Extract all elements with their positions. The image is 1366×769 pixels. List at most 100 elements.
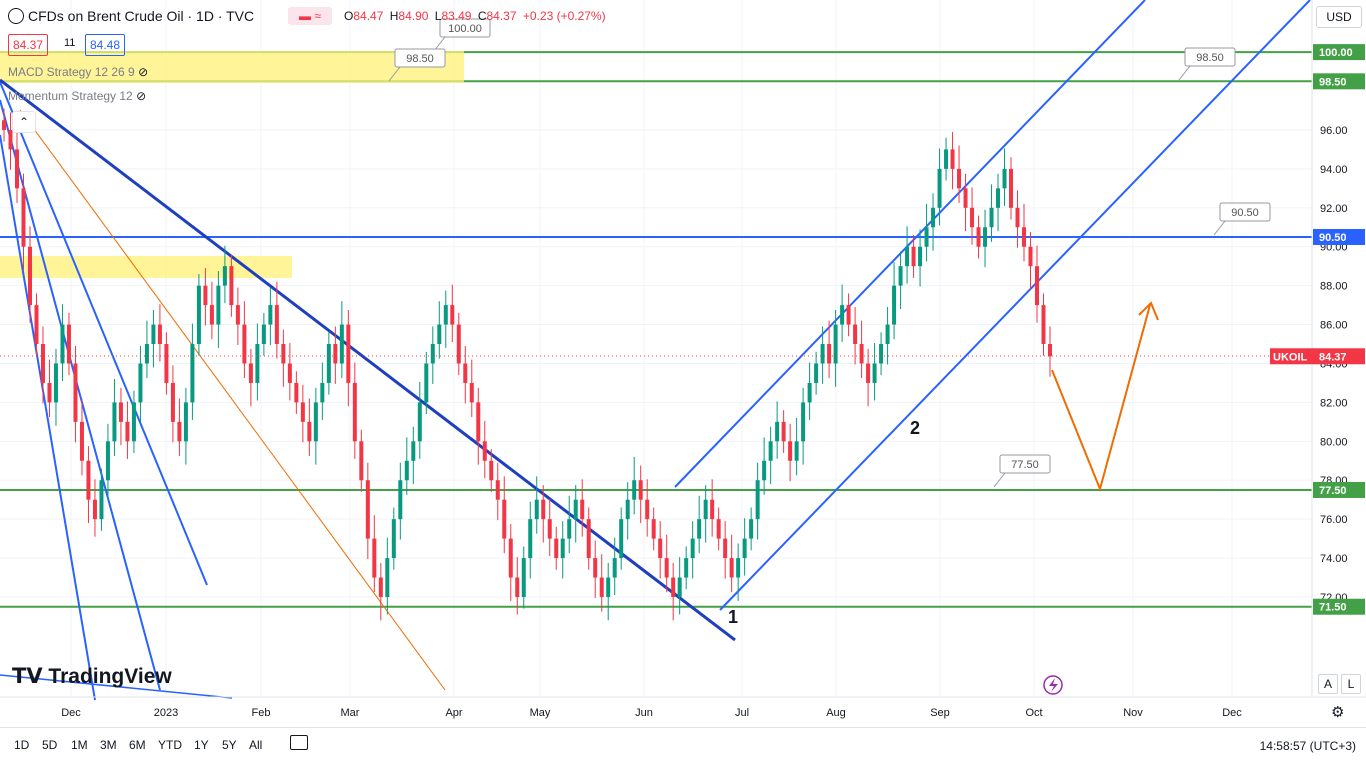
indicator-momentum[interactable]: Momentum Strategy 12 ⊘ bbox=[8, 89, 147, 103]
range-3m[interactable]: 3M bbox=[100, 738, 117, 752]
candle-body bbox=[27, 246, 32, 306]
candle-body bbox=[755, 480, 760, 520]
bottom-fan-line bbox=[0, 674, 233, 699]
candle-body bbox=[534, 499, 539, 520]
auto-scale-button[interactable]: A bbox=[1318, 674, 1338, 694]
candle-body bbox=[391, 519, 396, 559]
level-tag bbox=[1313, 44, 1365, 61]
candle-body bbox=[248, 363, 253, 383]
candle-body bbox=[21, 188, 26, 247]
level-tag-label: 100.00 bbox=[1319, 47, 1353, 59]
candle-body bbox=[528, 519, 533, 559]
collapse-chevron-icon[interactable]: ⌃ bbox=[12, 111, 36, 133]
buy-price-button[interactable]: 84.48 bbox=[85, 34, 126, 56]
symbol-logo-icon bbox=[8, 8, 24, 24]
range-ytd[interactable]: YTD bbox=[158, 738, 182, 752]
wave-label-2: 2 bbox=[910, 418, 920, 438]
x-tick-label: Jul bbox=[735, 707, 749, 719]
candle-body bbox=[827, 344, 832, 364]
candle-body bbox=[859, 344, 864, 364]
candle-body bbox=[333, 344, 338, 364]
price-callout-box bbox=[1184, 47, 1236, 67]
range-1m[interactable]: 1M bbox=[71, 738, 88, 752]
price-callout-label: 77.50 bbox=[1011, 459, 1039, 471]
candle-body bbox=[216, 285, 221, 325]
candle-body bbox=[989, 207, 994, 228]
candle-body bbox=[586, 519, 591, 559]
candle-body bbox=[872, 363, 877, 383]
candle-body bbox=[983, 227, 988, 247]
lightning-icon bbox=[1043, 675, 1063, 695]
compare-icon[interactable]: ▬ ≈ bbox=[288, 7, 332, 25]
candle-body bbox=[963, 188, 968, 208]
candle-body bbox=[274, 305, 279, 345]
candle-body bbox=[99, 480, 104, 520]
ohlc-values: O84.47 H84.90 L83.49 C84.37 +0.23 (+0.27… bbox=[344, 9, 606, 23]
candle-body bbox=[833, 324, 838, 364]
candle-body bbox=[703, 499, 708, 520]
desc-line-2 bbox=[0, 81, 208, 586]
x-tick-label: Mar bbox=[341, 707, 360, 719]
candle-body bbox=[209, 305, 214, 325]
level-tag-label: 98.50 bbox=[1319, 76, 1347, 88]
candle-body bbox=[359, 441, 364, 481]
candle-body bbox=[268, 305, 273, 325]
forecast-arrow bbox=[1051, 304, 1151, 493]
candle-body bbox=[905, 246, 910, 267]
candle-body bbox=[684, 558, 689, 578]
eye-hidden-icon: ⊘ bbox=[138, 65, 149, 79]
candle-body bbox=[255, 344, 260, 383]
log-scale-button[interactable]: L bbox=[1341, 674, 1361, 694]
candle-body bbox=[482, 441, 487, 461]
candle-body bbox=[762, 460, 767, 481]
candle-body bbox=[508, 538, 513, 578]
candle-body bbox=[677, 577, 682, 597]
candle-body bbox=[710, 499, 715, 520]
candle-body bbox=[950, 149, 955, 169]
candle-body bbox=[14, 149, 19, 189]
range-1y[interactable]: 1Y bbox=[194, 738, 209, 752]
x-tick-label: Sep bbox=[930, 707, 950, 719]
candle-body bbox=[8, 129, 13, 150]
price-callouts: 100.00 98.50 98.50 90.50 77.50 bbox=[388, 18, 1271, 488]
symbol-title[interactable]: CFDs on Brent Crude Oil · 1D · TVC bbox=[28, 8, 255, 24]
x-tick-label: Dec bbox=[61, 707, 81, 719]
candle-body bbox=[456, 324, 461, 364]
candle-body bbox=[1041, 305, 1046, 345]
candle-body bbox=[924, 227, 929, 247]
settings-gear-icon[interactable]: ⚙ bbox=[1331, 704, 1345, 721]
candle-body bbox=[521, 558, 526, 597]
price-callout-pointer bbox=[388, 66, 401, 82]
candle-body bbox=[502, 499, 507, 539]
candle-body bbox=[73, 363, 78, 422]
candle-body bbox=[170, 382, 175, 422]
clock-timezone[interactable]: 14:58:57 (UTC+3) bbox=[1259, 739, 1356, 753]
indicator-macd[interactable]: MACD Strategy 12 26 9 ⊘ bbox=[8, 65, 149, 79]
currency-button[interactable]: USD bbox=[1316, 6, 1362, 28]
candle-body bbox=[138, 363, 143, 403]
candle-body bbox=[196, 285, 201, 345]
candle-body bbox=[287, 363, 292, 383]
desc-line-3 bbox=[0, 134, 96, 701]
range-5d[interactable]: 5D bbox=[42, 738, 58, 752]
price-callout-pointer bbox=[1178, 65, 1191, 81]
candle-body bbox=[92, 499, 97, 520]
range-1d[interactable]: 1D bbox=[14, 738, 30, 752]
candle-body bbox=[599, 577, 604, 597]
forecast-arrowhead bbox=[1138, 301, 1159, 321]
candle-body bbox=[131, 402, 136, 442]
candle-body bbox=[151, 324, 156, 345]
candle-body bbox=[580, 499, 585, 520]
candle-body bbox=[690, 538, 695, 559]
sell-price-button[interactable]: 84.37 bbox=[8, 34, 49, 56]
range-5y[interactable]: 5Y bbox=[222, 738, 237, 752]
range-all[interactable]: All bbox=[249, 738, 263, 752]
candle-body bbox=[365, 480, 370, 539]
candle-body bbox=[86, 460, 91, 500]
candle-body bbox=[118, 402, 123, 422]
range-6m[interactable]: 6M bbox=[129, 738, 146, 752]
candle-body bbox=[632, 480, 637, 500]
date-range-calendar-icon[interactable] bbox=[290, 735, 308, 750]
candle-body bbox=[183, 402, 188, 442]
